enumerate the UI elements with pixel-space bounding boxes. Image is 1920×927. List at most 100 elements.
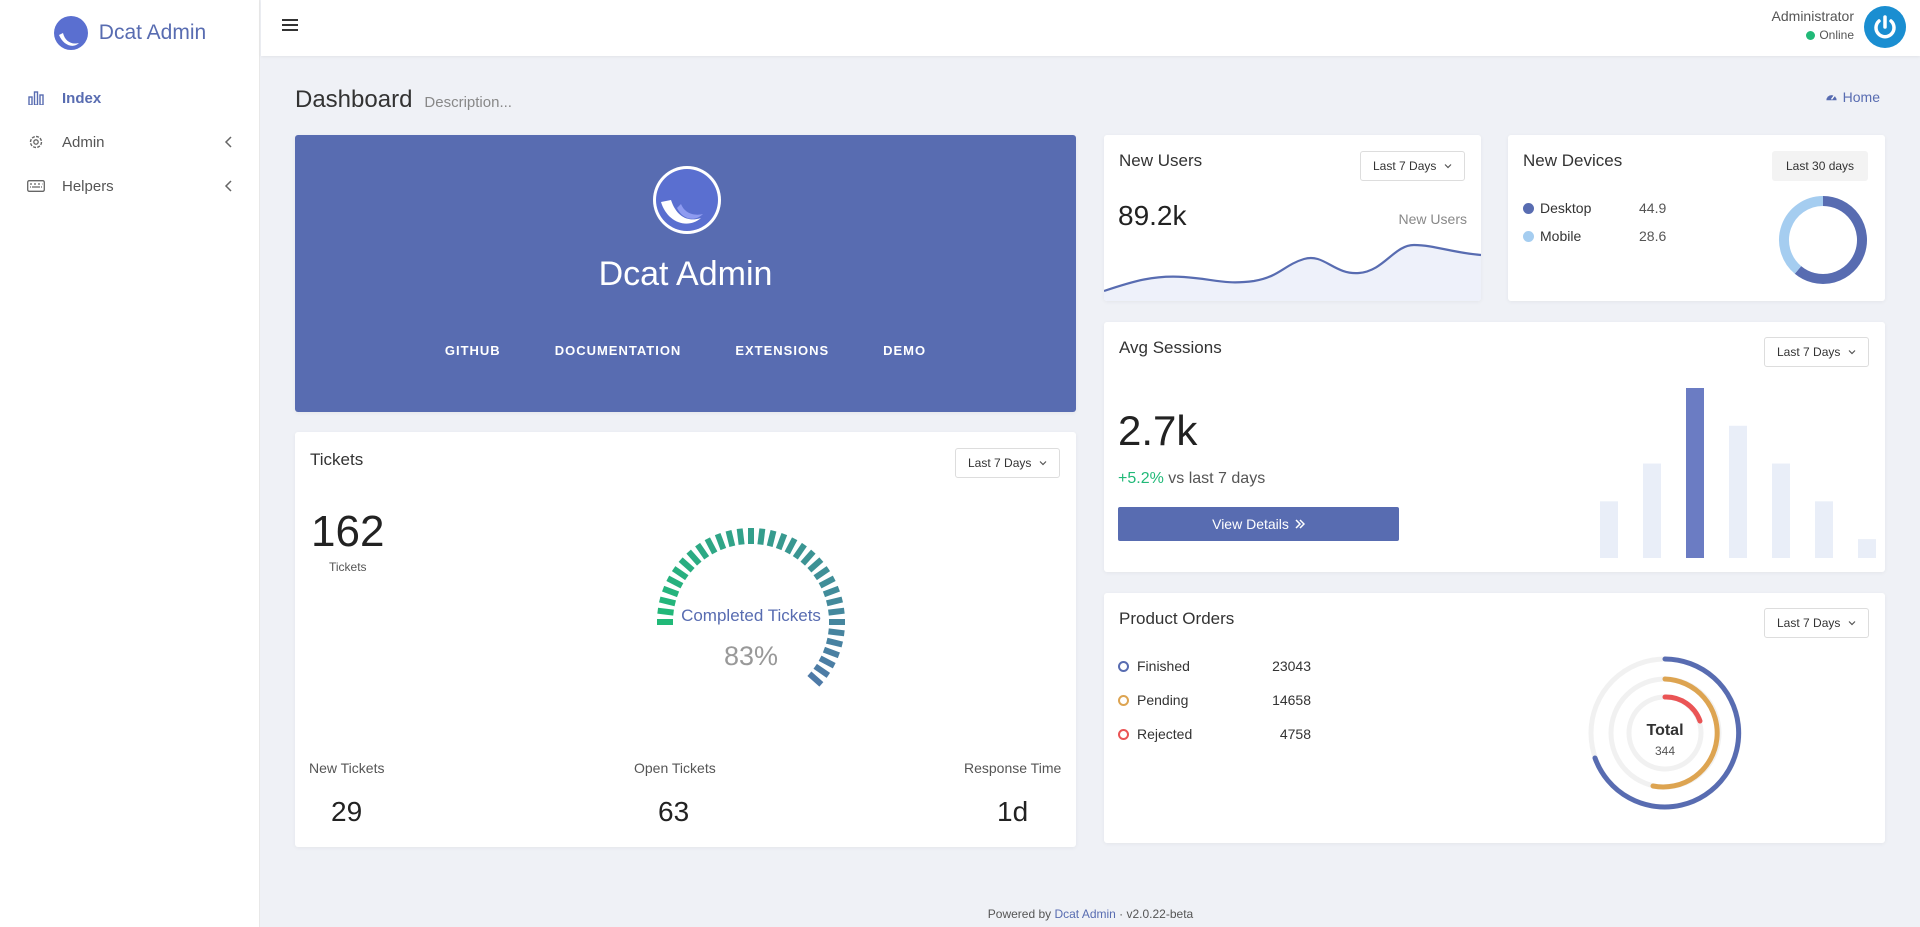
page-header: Dashboard Description...	[295, 86, 512, 114]
rejected-ring-icon	[1118, 728, 1129, 740]
banner-logo-icon	[653, 166, 721, 234]
footer-version: · v2.0.22-beta	[1115, 907, 1194, 921]
pending-value: 14658	[1272, 692, 1311, 708]
gauge-segment	[818, 655, 836, 669]
new-users-sparkline	[1104, 243, 1481, 301]
tickets-range-dropdown[interactable]: Last 7 Days	[955, 448, 1061, 478]
desktop-dot-icon	[1523, 202, 1534, 214]
brand-logo-icon	[53, 16, 88, 50]
menu-toggle-icon[interactable]	[279, 14, 301, 36]
session-bar	[1815, 501, 1833, 558]
avatar[interactable]	[1864, 6, 1906, 48]
gauge-segment	[671, 566, 689, 581]
extensions-link[interactable]: EXTENSIONS	[735, 343, 830, 358]
total-label: Total	[1646, 722, 1683, 739]
delta-percent: +5.2%	[1118, 470, 1164, 487]
gauge-segment	[686, 549, 702, 566]
breadcrumb-home-label: Home	[1842, 89, 1880, 105]
new-users-title: New Users	[1119, 151, 1203, 170]
user-name: Administrator	[1771, 8, 1854, 24]
orders-range-dropdown[interactable]: Last 7 Days	[1764, 608, 1870, 638]
finished-value: 23043	[1272, 658, 1311, 674]
session-bar	[1643, 463, 1661, 558]
user-status-label: Online	[1819, 28, 1854, 42]
gauge-percent: 83%	[723, 641, 779, 671]
chevron-left-icon	[224, 180, 232, 192]
gauge-segment	[807, 671, 824, 687]
session-bar	[1772, 463, 1790, 558]
devices-donut-chart	[1779, 196, 1867, 284]
gauge-segment	[695, 542, 710, 560]
session-bar	[1858, 539, 1876, 558]
new-users-card: New Users Last 7 Days 89.2k New Users	[1104, 135, 1481, 301]
new-devices-range-button[interactable]: Last 30 days	[1772, 151, 1869, 181]
online-dot-icon	[1806, 30, 1816, 40]
gauge-segment	[666, 575, 684, 589]
bar-chart-icon	[26, 88, 46, 108]
new-users-range-dropdown[interactable]: Last 7 Days	[1360, 151, 1466, 181]
github-link[interactable]: GITHUB	[444, 343, 501, 358]
avg-sessions-range-label: Last 7 Days	[1777, 345, 1841, 359]
finished-arc	[1592, 656, 1742, 810]
view-details-label: View Details	[1212, 516, 1289, 532]
gauge-segment	[704, 537, 718, 555]
pending-arc	[1650, 676, 1720, 790]
gauge-segment	[714, 533, 727, 551]
dashboard-icon	[1826, 94, 1837, 100]
footer-link[interactable]: Dcat Admin	[1054, 907, 1116, 921]
total-value: 344	[1655, 744, 1675, 758]
gauge-segment	[800, 549, 816, 566]
sidebar-item-index[interactable]: Index	[0, 76, 259, 120]
response-time-value: 1d	[997, 796, 1029, 827]
sidebar-item-label: Helpers	[62, 177, 114, 195]
keyboard-icon	[26, 176, 46, 196]
gauge-segment	[792, 542, 807, 560]
legend-mobile-label: Mobile	[1540, 228, 1582, 244]
user-menu[interactable]: Administrator Online	[1772, 6, 1906, 48]
finished-ring-icon	[1118, 660, 1129, 672]
new-tickets-value: 29	[331, 796, 363, 827]
chevron-down-icon	[1039, 461, 1047, 466]
tickets-count-label: Tickets	[329, 560, 367, 574]
legend-desktop-label: Desktop	[1540, 200, 1592, 216]
breadcrumb-home[interactable]: Home	[1825, 89, 1880, 105]
tickets-count: 162	[311, 507, 385, 556]
mobile-dot-icon	[1523, 230, 1534, 242]
new-devices-title: New Devices	[1523, 151, 1623, 170]
gauge-segment	[828, 607, 845, 616]
order-pending: Pending	[1118, 692, 1188, 708]
gauge-segment	[828, 628, 845, 637]
product-orders-card: Product Orders Last 7 Days Finished 2304…	[1104, 593, 1885, 843]
view-details-button[interactable]: View Details	[1118, 507, 1399, 541]
gauge-segment	[766, 530, 777, 547]
brand[interactable]: Dcat Admin	[0, 0, 259, 66]
order-rejected: Rejected	[1118, 726, 1192, 742]
response-time-label: Response Time	[964, 760, 1062, 776]
rejected-value: 4758	[1279, 726, 1311, 742]
pending-label: Pending	[1137, 692, 1189, 708]
avg-sessions-range-dropdown[interactable]: Last 7 Days	[1764, 337, 1870, 367]
brand-name: Dcat Admin	[98, 21, 207, 44]
welcome-banner: Dcat Admin GITHUB DOCUMENTATION EXTENSIO…	[295, 135, 1076, 412]
sidebar-item-label: Admin	[62, 133, 105, 151]
gauge-segment	[725, 530, 736, 547]
demo-link[interactable]: DEMO	[883, 343, 927, 358]
gauge-title: Completed Tickets	[681, 606, 821, 625]
session-bar	[1686, 388, 1704, 558]
sidebar-nav: Index Admin Helpers	[0, 76, 259, 208]
legend-desktop: Desktop	[1523, 200, 1591, 216]
orders-title: Product Orders	[1119, 609, 1235, 628]
sidebar: Dcat Admin Index Admin Helpers	[0, 0, 260, 927]
gauge-segment	[813, 663, 831, 678]
chevron-down-icon	[1848, 350, 1856, 355]
gauge-segment	[775, 533, 788, 551]
page-title: Dashboard	[295, 86, 413, 113]
sidebar-item-admin[interactable]: Admin	[0, 120, 259, 164]
banner-links: GITHUB DOCUMENTATION EXTENSIONS DEMO	[295, 343, 1076, 358]
sidebar-item-helpers[interactable]: Helpers	[0, 164, 259, 208]
documentation-link[interactable]: DOCUMENTATION	[554, 343, 682, 358]
delta-text: vs last 7 days	[1163, 470, 1266, 487]
avg-sessions-title: Avg Sessions	[1119, 338, 1222, 357]
chevron-down-icon	[1444, 164, 1452, 169]
new-users-value: 89.2k	[1118, 200, 1187, 231]
